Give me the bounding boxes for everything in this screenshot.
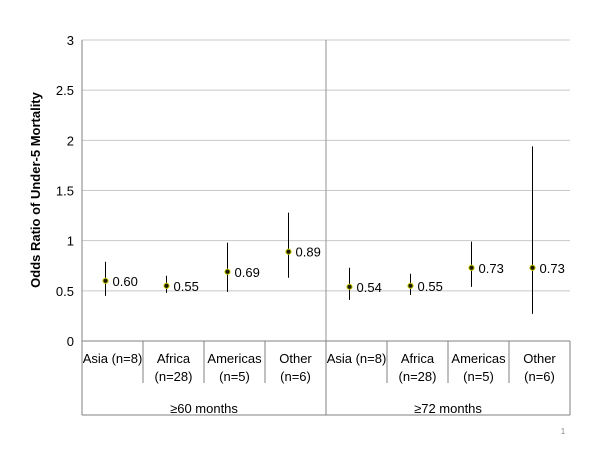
axes [81,40,571,416]
data-label: 0.55 [174,279,199,294]
data-point [163,282,170,289]
category-label: (n=5) [219,369,250,384]
data-point [285,248,292,255]
data-point [529,264,536,271]
category-label: Asia (n=8) [327,351,387,366]
category-label: Other [279,351,312,366]
category-label: (n=6) [280,369,311,384]
category-label: (n=6) [524,369,555,384]
data-point [468,264,475,271]
group-label: ≥60 months [170,401,238,416]
y-tick-label: 0 [67,334,74,349]
category-label: (n=5) [463,369,494,384]
data-point [407,282,414,289]
y-tick-labels: 0 0.5 1 1.5 2 2.5 3 [56,33,74,349]
y-tick-label: 2 [67,133,74,148]
y-axis-label: Odds Ratio of Under-5 Mortality [28,91,43,288]
page-number: 1 [561,427,566,436]
group-label: ≥72 months [414,401,482,416]
data-label: 0.69 [235,265,260,280]
category-label: Americas [207,351,262,366]
data-label: 0.73 [540,261,565,276]
category-label: Asia (n=8) [83,351,143,366]
data-point [346,283,353,290]
data-point [224,268,231,275]
y-tick-label: 1.5 [56,184,74,199]
y-tick-label: 0.5 [56,284,74,299]
data-label: 0.73 [479,261,504,276]
data-label: 0.60 [113,274,138,289]
data-marks: 0.60 0.55 0.69 0.89 0.54 0.55 0.73 0.73 [102,146,565,314]
category-label: Africa [157,351,191,366]
category-label: Other [523,351,556,366]
category-labels: Asia (n=8) Africa (n=28) Americas (n=5) Other… [83,351,557,384]
category-label: (n=28) [155,369,193,384]
data-label: 0.89 [296,245,321,260]
y-tick-label: 1 [67,234,74,249]
data-label: 0.54 [357,280,382,295]
y-tick-label: 3 [67,33,74,48]
y-tick-label: 2.5 [56,83,74,98]
data-label: 0.55 [418,279,443,294]
category-label: Africa [401,351,435,366]
category-label: Americas [451,351,506,366]
data-point [102,277,109,284]
category-label: (n=28) [399,369,437,384]
group-labels: ≥60 months ≥72 months [170,401,482,416]
